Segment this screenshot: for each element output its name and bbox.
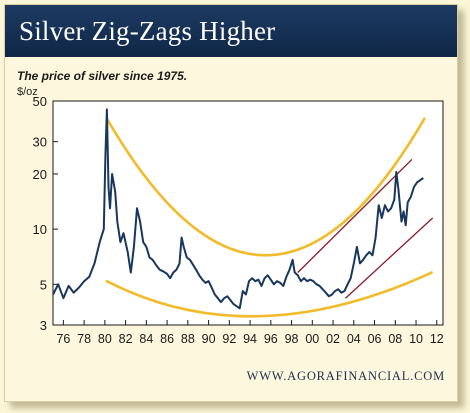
y-axis-label: $/oz bbox=[17, 86, 38, 98]
x-tick-label: 94 bbox=[243, 332, 257, 346]
x-tick-label: 02 bbox=[326, 332, 340, 346]
channel-lower-line bbox=[345, 217, 434, 299]
y-tick-label: 5 bbox=[40, 277, 47, 292]
y-tick-label: 20 bbox=[33, 167, 47, 182]
x-tick-label: 10 bbox=[409, 332, 423, 346]
x-tick-label: 86 bbox=[160, 332, 174, 346]
chart-title: Silver Zig-Zags Higher bbox=[5, 5, 457, 57]
x-tick-label: 00 bbox=[305, 332, 319, 346]
x-tick-label: 90 bbox=[202, 332, 216, 346]
x-tick-label: 08 bbox=[388, 332, 402, 346]
lower-support-curve bbox=[105, 271, 433, 318]
x-tick-label: 12 bbox=[430, 332, 444, 346]
chart-panel: Silver Zig-Zags Higher The price of silv… bbox=[4, 4, 458, 402]
x-tick-label: 06 bbox=[368, 332, 382, 346]
x-tick-label: 04 bbox=[347, 332, 361, 346]
x-tick-label: 76 bbox=[56, 332, 70, 346]
x-tick-label: 80 bbox=[98, 332, 112, 346]
x-tick-label: 84 bbox=[139, 332, 153, 346]
x-tick-label: 88 bbox=[181, 332, 195, 346]
x-tick-label: 78 bbox=[77, 332, 91, 346]
y-tick-label: 3 bbox=[40, 318, 47, 333]
x-tick-label: 96 bbox=[264, 332, 278, 346]
x-tick-label: 98 bbox=[285, 332, 299, 346]
x-tick-label: 82 bbox=[119, 332, 133, 346]
y-tick-label: 10 bbox=[33, 222, 47, 237]
channel-upper-line bbox=[297, 158, 413, 273]
source-credit: WWW.AGORAFINANCIAL.COM bbox=[246, 369, 445, 383]
upper-support-curve bbox=[105, 117, 426, 257]
silver-price-line bbox=[52, 108, 424, 310]
x-tick-label: 92 bbox=[222, 332, 236, 346]
chart-svg: 3 5 10 20 30 50 76 78 80 82 84 86 88 90 92 94 96 98 00 02 04… bbox=[33, 94, 444, 346]
y-tick-label: 50 bbox=[33, 94, 47, 109]
y-tick-label: 30 bbox=[33, 135, 47, 150]
chart-subtitle: The price of silver since 1975. bbox=[17, 69, 188, 83]
